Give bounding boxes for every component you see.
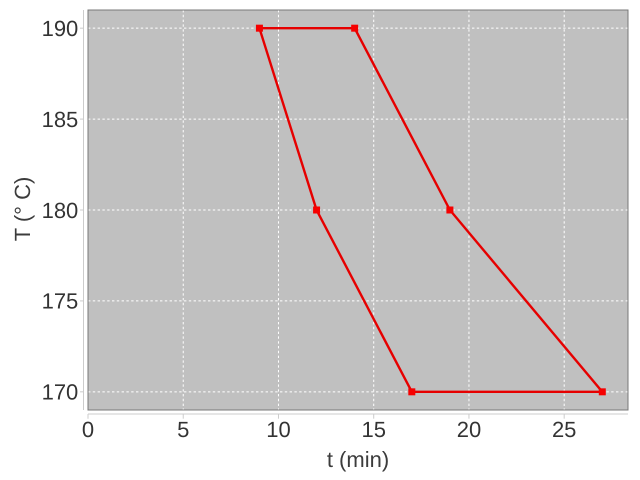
svg-text:190: 190: [42, 16, 79, 41]
svg-text:5: 5: [177, 417, 189, 442]
svg-text:T (° C): T (° C): [10, 177, 35, 242]
svg-text:180: 180: [42, 198, 79, 223]
svg-text:t (min): t (min): [327, 447, 389, 472]
svg-text:20: 20: [457, 417, 481, 442]
svg-text:170: 170: [42, 380, 79, 405]
svg-text:10: 10: [266, 417, 290, 442]
svg-text:0: 0: [82, 417, 94, 442]
svg-text:185: 185: [42, 107, 79, 132]
svg-text:175: 175: [42, 289, 79, 314]
svg-text:25: 25: [552, 417, 576, 442]
svg-text:15: 15: [361, 417, 385, 442]
